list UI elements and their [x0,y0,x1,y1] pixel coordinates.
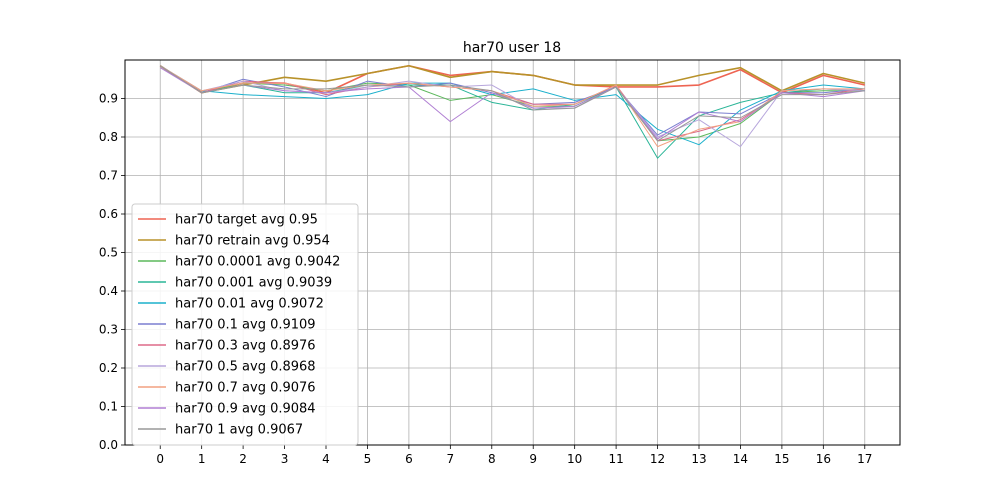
y-axis-ticks: 0.0 0.1 0.2 0.3 0.4 0.5 0.6 0.7 0.8 0.9 [99,92,125,452]
y-tick-label: 0.5 [99,246,118,260]
y-tick-label: 0.2 [99,361,118,375]
y-tick-label: 0.0 [99,438,118,452]
y-tick-label: 0.8 [99,130,118,144]
x-tick-label: 1 [198,452,206,466]
y-tick-label: 0.6 [99,207,118,221]
y-tick-label: 0.1 [99,400,118,414]
x-tick-label: 4 [322,452,330,466]
x-tick-label: 17 [857,452,872,466]
y-tick-label: 0.9 [99,92,118,106]
legend-box [131,203,359,446]
legend-entry: har70 0.9 avg 0.9084 [175,402,316,417]
x-tick-label: 15 [774,452,789,466]
legend-entry: har70 retrain avg 0.954 [175,234,330,249]
legend-entry: har70 0.01 avg 0.9072 [175,297,324,312]
y-tick-label: 0.4 [99,284,118,298]
x-tick-label: 16 [816,452,831,466]
x-tick-label: 10 [567,452,582,466]
x-tick-label: 6 [405,452,413,466]
series-line-7 [159,65,865,148]
x-tick-label: 5 [364,452,372,466]
y-tick-label: 0.3 [99,323,118,337]
chart-title: har70 user 18 [463,40,561,56]
series-line-1 [159,64,865,94]
series-lines [159,64,865,159]
y-tick-label: 0.7 [99,169,118,183]
x-tick-label: 8 [488,452,496,466]
legend-entry: har70 0.3 avg 0.8976 [175,339,316,354]
legend-entry: har70 target avg 0.95 [175,213,318,228]
x-tick-label: 3 [281,452,289,466]
legend: har70 target avg 0.95 har70 retrain avg 0… [131,203,359,446]
series-line-4 [159,65,865,146]
x-tick-label: 11 [608,452,623,466]
x-tick-label: 0 [156,452,164,466]
legend-entry: har70 0.5 avg 0.8968 [175,360,316,375]
series-line-10 [159,65,865,142]
x-axis-ticks: 0 1 2 3 4 5 6 7 8 9 10 11 12 13 14 15 16 17 [156,445,872,466]
x-tick-label: 14 [733,452,748,466]
legend-entry: har70 0.001 avg 0.9039 [175,276,332,291]
x-tick-label: 12 [650,452,665,466]
legend-entry: har70 0.1 avg 0.9109 [175,318,316,333]
series-line-3 [159,65,865,159]
x-tick-label: 13 [691,452,706,466]
x-tick-label: 7 [447,452,455,466]
legend-entry: har70 0.0001 avg 0.9042 [175,255,340,270]
legend-entry: har70 1 avg 0.9067 [175,423,303,438]
x-tick-label: 9 [529,452,537,466]
legend-entry: har70 0.7 avg 0.9076 [175,381,316,396]
x-tick-label: 2 [239,452,247,466]
